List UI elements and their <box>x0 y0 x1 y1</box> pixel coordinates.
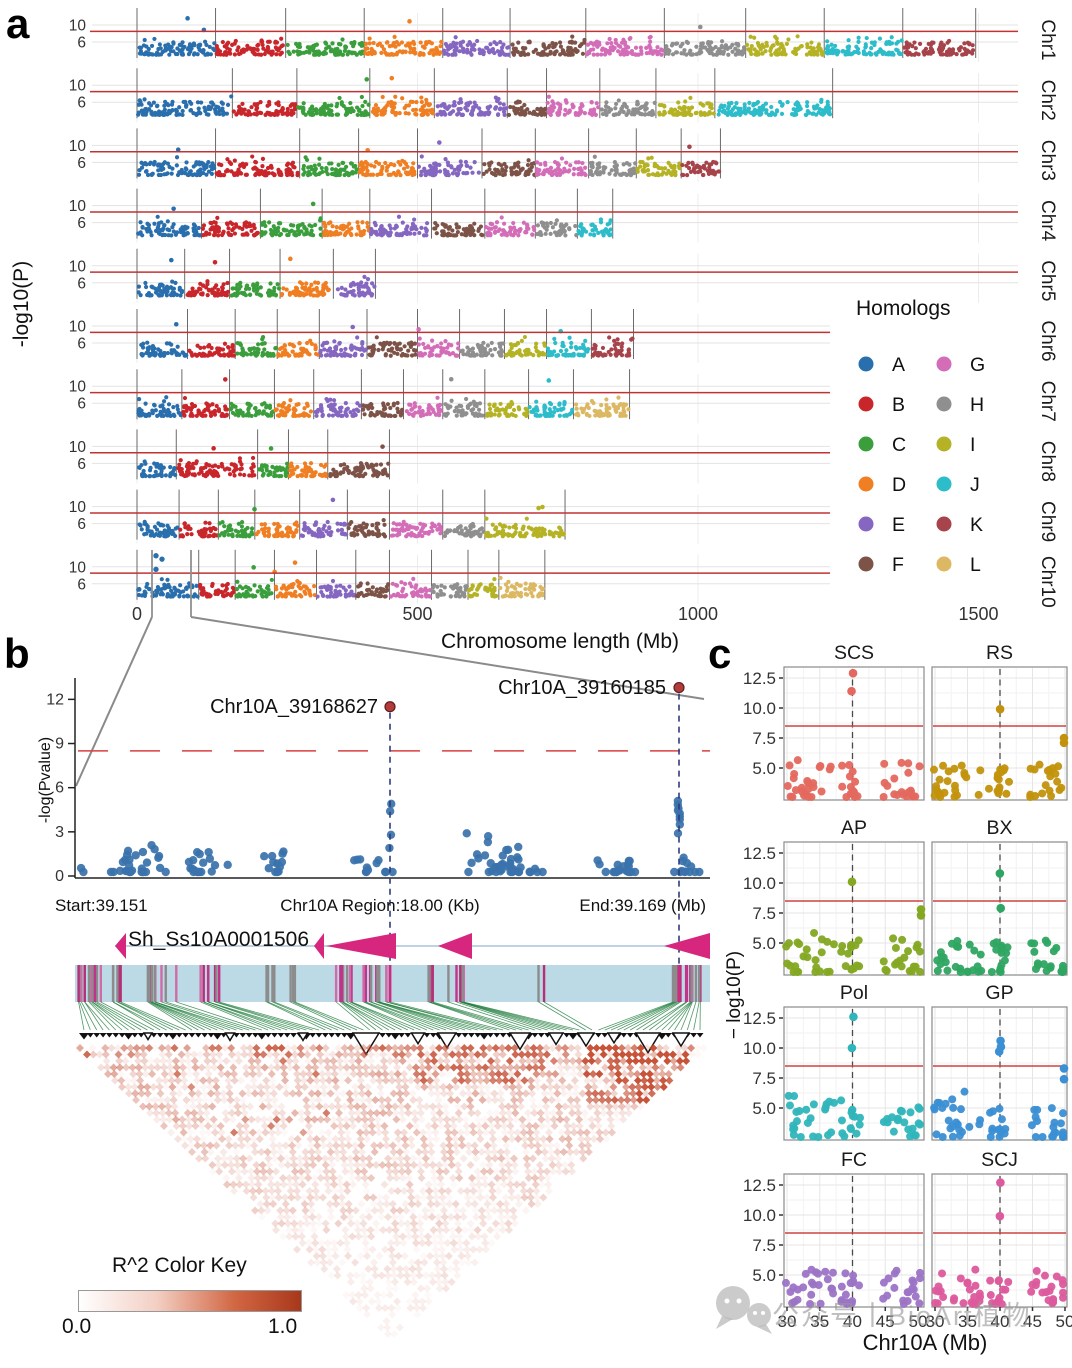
colorkey-max-label: 1.0 <box>268 1315 298 1338</box>
svg-text:10: 10 <box>69 78 87 95</box>
svg-text:6: 6 <box>77 95 86 112</box>
colorkey-gradient-bar <box>78 1290 302 1312</box>
wechat-icon <box>716 1286 772 1334</box>
svg-text:Chr6: Chr6 <box>1037 320 1058 361</box>
region-end-label: End:39.169 (Mb) <box>579 896 706 915</box>
region-span-label: Chr10A Region:18.00 (Kb) <box>280 896 480 915</box>
snp-label-1: Chr10A_39168627 <box>210 696 378 718</box>
panel-c-plot: SCS12.510.07.55.0RSAP12.510.07.55.0BXPol… <box>743 642 1072 1331</box>
svg-text:10: 10 <box>69 258 87 275</box>
panel-b-label: b <box>4 630 30 677</box>
svg-text:6: 6 <box>77 396 86 413</box>
zoom-connector-lines <box>75 550 705 787</box>
svg-text:10: 10 <box>69 379 87 396</box>
watermark-text: 公众号丨BioArt植物 <box>772 1301 1032 1331</box>
svg-text:Chr2: Chr2 <box>1037 80 1058 121</box>
panel-c-x-axis-label: Chr10A (Mb) <box>862 1330 988 1355</box>
colorkey-min-label: 0.0 <box>62 1315 92 1338</box>
svg-text:Chr7: Chr7 <box>1037 381 1058 422</box>
svg-text:Chr1: Chr1 <box>1037 19 1058 60</box>
panel-a-x-axis-label: Chromosome length (Mb) <box>440 630 680 653</box>
svg-text:Chr4: Chr4 <box>1037 200 1058 242</box>
panel-c-label: c <box>708 630 732 677</box>
svg-text:10: 10 <box>69 319 87 336</box>
gene-name-label: Sh_Ss10A0001506 <box>128 928 309 951</box>
svg-text:6: 6 <box>77 215 86 232</box>
region-start-label: Start:39.151 <box>55 896 148 915</box>
svg-text:10: 10 <box>69 138 87 155</box>
panel-b-y-axis-label: -log(Pvalue) <box>37 736 54 824</box>
svg-text:6: 6 <box>77 155 86 172</box>
svg-text:6: 6 <box>77 275 86 292</box>
panel-a-y-axis-label: -log10(P) <box>10 260 33 348</box>
svg-text:10: 10 <box>69 18 87 35</box>
panel-a-label: a <box>6 0 30 47</box>
svg-text:6: 6 <box>77 456 86 473</box>
svg-text:10: 10 <box>69 198 87 215</box>
svg-text:6: 6 <box>77 336 86 353</box>
colorkey-title: R^2 Color Key <box>112 1254 247 1277</box>
svg-text:Chr8: Chr8 <box>1037 441 1058 482</box>
svg-text:6: 6 <box>77 35 86 52</box>
panel-c-y-axis-label: − log10(P) <box>724 950 745 1040</box>
legend-title: Homologs <box>856 297 951 320</box>
snp-label-2: Chr10A_39160185 <box>498 677 666 699</box>
svg-text:Chr3: Chr3 <box>1037 140 1058 181</box>
svg-text:Chr5: Chr5 <box>1037 260 1058 301</box>
svg-text:10: 10 <box>69 439 87 456</box>
